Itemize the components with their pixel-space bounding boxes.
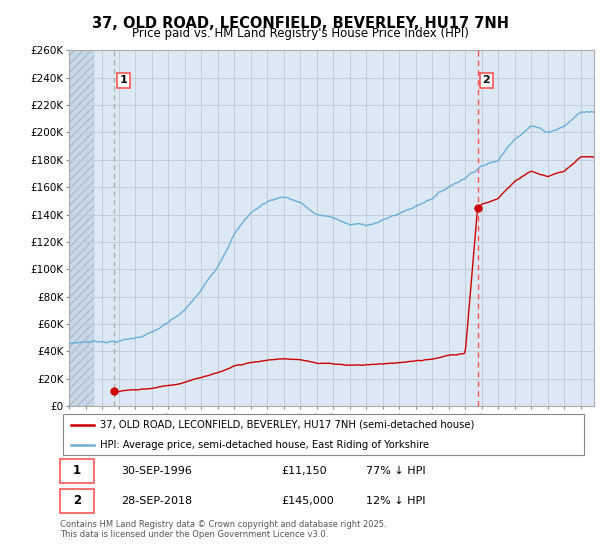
FancyBboxPatch shape (62, 414, 584, 455)
Text: 2: 2 (73, 494, 81, 507)
Text: 1: 1 (119, 76, 127, 86)
Text: £145,000: £145,000 (282, 496, 335, 506)
FancyBboxPatch shape (60, 459, 94, 483)
Text: 30-SEP-1996: 30-SEP-1996 (121, 466, 191, 476)
Text: 37, OLD ROAD, LECONFIELD, BEVERLEY, HU17 7NH: 37, OLD ROAD, LECONFIELD, BEVERLEY, HU17… (91, 16, 509, 31)
Text: 28-SEP-2018: 28-SEP-2018 (121, 496, 192, 506)
Text: Price paid vs. HM Land Registry's House Price Index (HPI): Price paid vs. HM Land Registry's House … (131, 27, 469, 40)
Text: Contains HM Land Registry data © Crown copyright and database right 2025.
This d: Contains HM Land Registry data © Crown c… (60, 520, 386, 539)
FancyBboxPatch shape (60, 488, 94, 513)
Text: 1: 1 (73, 464, 81, 478)
Text: HPI: Average price, semi-detached house, East Riding of Yorkshire: HPI: Average price, semi-detached house,… (100, 440, 429, 450)
Text: £11,150: £11,150 (282, 466, 328, 476)
Text: 37, OLD ROAD, LECONFIELD, BEVERLEY, HU17 7NH (semi-detached house): 37, OLD ROAD, LECONFIELD, BEVERLEY, HU17… (100, 420, 474, 430)
Text: 12% ↓ HPI: 12% ↓ HPI (366, 496, 426, 506)
Text: 2: 2 (482, 76, 490, 86)
Text: 77% ↓ HPI: 77% ↓ HPI (366, 466, 426, 476)
